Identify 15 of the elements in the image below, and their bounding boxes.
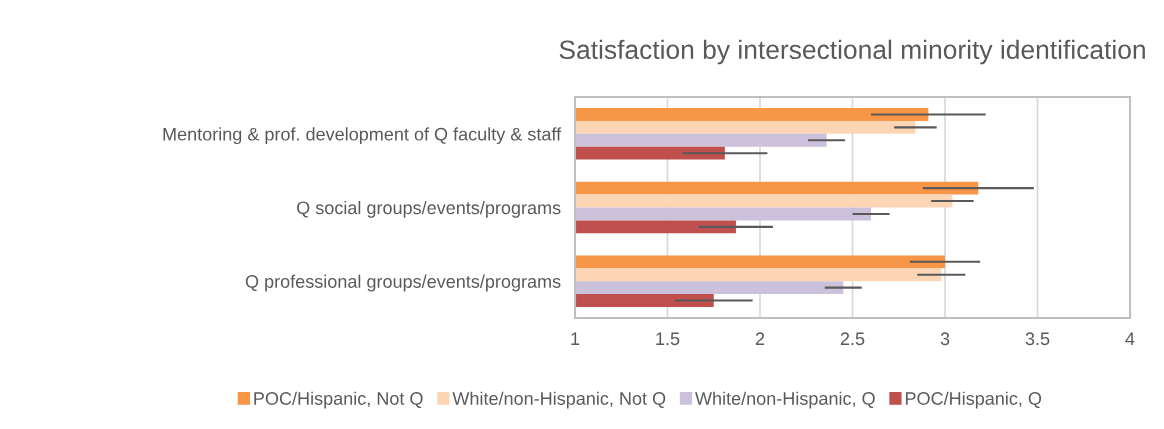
y-tick-label: Q social groups/events/programs [297,200,561,218]
y-tick-label: Q professional groups/events/programs [245,274,561,292]
x-tick-label: 2 [755,332,765,345]
legend-label: POC/Hispanic, Q [905,391,1042,409]
y-tick-label: Mentoring & prof. development of Q faculty & staff [163,127,562,145]
chart-title: Satisfaction by intersectional minority identification [559,39,1145,65]
x-tick-label: 3.5 [1025,332,1050,346]
x-tick-label: 1.5 [656,332,680,346]
legend-label: White/non-Hispanic, Q [695,391,875,409]
x-tick-label: 2.5 [840,332,865,346]
x-tick-label: 3 [940,332,950,346]
legend-label: White/non-Hispanic, Not Q [452,391,666,409]
x-tick-label: 1 [571,332,580,345]
legend-label: POC/Hispanic, Not Q [254,391,423,409]
x-tick-label: 4 [1125,332,1135,345]
